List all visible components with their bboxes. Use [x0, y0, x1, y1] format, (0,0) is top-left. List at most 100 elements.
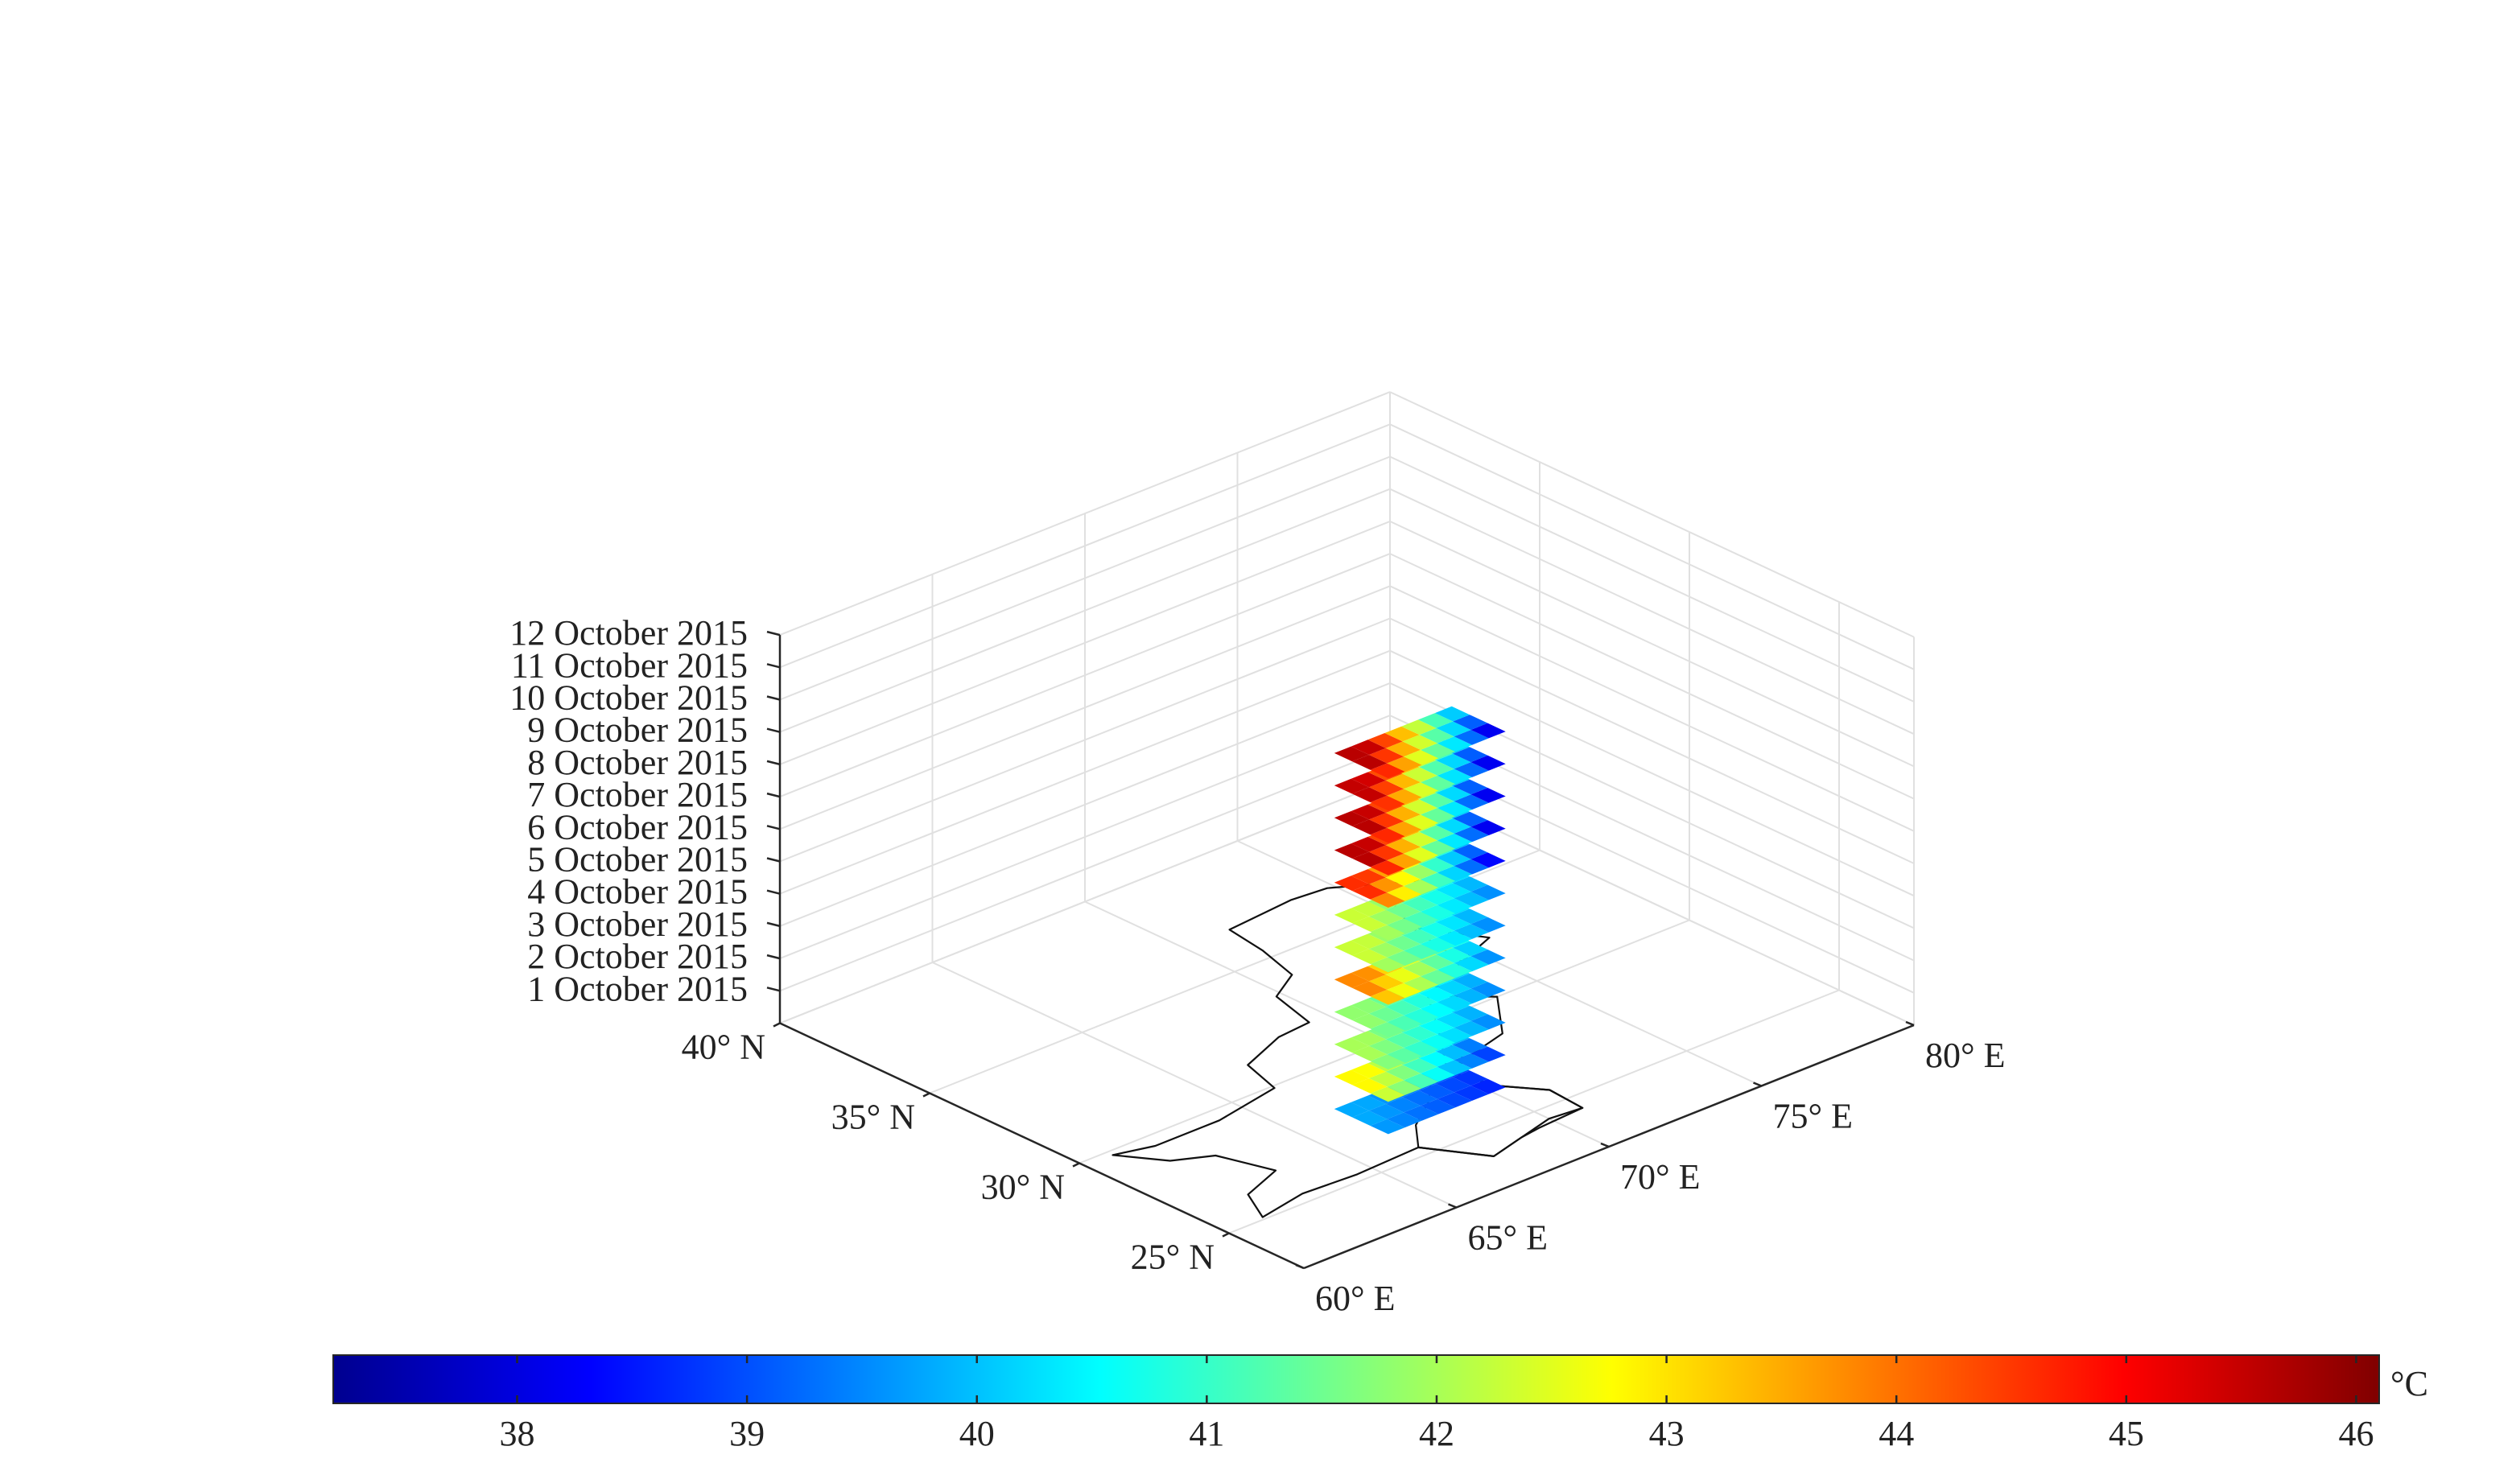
- temperature-cell: [1404, 911, 1439, 927]
- temperature-cell: [1385, 741, 1421, 757]
- temperature-cell: [1453, 1070, 1488, 1086]
- z-tick-mark: [766, 760, 781, 766]
- wall-grid-line: [779, 682, 1391, 927]
- temperature-cell: [1453, 844, 1488, 859]
- temperature-cell: [1454, 956, 1489, 972]
- temperature-cell: [1454, 892, 1489, 907]
- wall-grid-line: [1389, 585, 1915, 832]
- z-tick-mark: [766, 921, 781, 928]
- temperature-cell: [1470, 1014, 1506, 1030]
- z-tick-label: 11 October 2015: [511, 645, 748, 685]
- temperature-cell: [1404, 976, 1439, 991]
- temperature-cell: [1404, 879, 1439, 895]
- y-tick-mark: [1222, 1232, 1230, 1238]
- temperature-cell: [1370, 860, 1405, 876]
- temperature-cell: [1470, 1046, 1506, 1062]
- floor-grid-line: [1228, 989, 1840, 1234]
- temperature-cell: [1334, 1069, 1369, 1086]
- x-tick-label: 70° E: [1620, 1157, 1700, 1197]
- temperature-cell: [1436, 753, 1471, 769]
- temperature-slices: [1334, 706, 1506, 1135]
- temperature-cell: [1402, 993, 1437, 1009]
- temperature-slice-day-2: [1334, 1029, 1506, 1102]
- temperature-cell: [1437, 930, 1472, 946]
- floor-grid-line: [932, 962, 1457, 1209]
- temperature-cell: [1402, 929, 1437, 945]
- temperature-cell: [1369, 941, 1404, 958]
- temperature-cell: [1421, 904, 1456, 921]
- wall-grid-line: [1389, 423, 1915, 670]
- temperature-cell: [1387, 756, 1422, 772]
- temperature-cell: [1369, 1071, 1404, 1087]
- temperature-cell: [1470, 852, 1506, 868]
- temperature-cell: [1436, 947, 1471, 963]
- temperature-cell: [1385, 1032, 1421, 1048]
- temperature-slice-day-11: [1334, 739, 1506, 811]
- temperature-cell: [1370, 892, 1405, 908]
- temperature-cell: [1453, 908, 1488, 925]
- temperature-cell: [1419, 922, 1454, 937]
- y-axis-line: [779, 1022, 1305, 1270]
- z-tick-label: 5 October 2015: [527, 840, 748, 880]
- z-tick-label: 7 October 2015: [527, 775, 748, 814]
- z-tick-mark: [766, 630, 781, 637]
- temperature-cell: [1334, 778, 1369, 794]
- axis-layer: [766, 630, 1915, 1270]
- temperature-cell: [1402, 961, 1437, 977]
- temperature-cell: [1419, 825, 1454, 841]
- temperature-cell: [1453, 811, 1488, 827]
- wall-grid-line: [1389, 649, 1915, 897]
- colorbar-tick-label: 43: [1649, 1414, 1685, 1453]
- temperature-cell: [1352, 819, 1388, 835]
- colorbar: 38 39 40 41 42 43 44 45 46 °C: [332, 1354, 2428, 1453]
- temperature-cell: [1404, 1040, 1439, 1057]
- temperature-cell: [1437, 833, 1472, 849]
- temperature-cell: [1470, 755, 1506, 771]
- z-tick-mark: [766, 987, 781, 992]
- temperature-slice-day-12: [1334, 706, 1506, 779]
- temperature-cell: [1437, 898, 1472, 913]
- wall-grid-line: [779, 391, 1391, 637]
- temperature-cell: [1370, 763, 1405, 779]
- temperature-cell: [1334, 843, 1369, 859]
- temperature-cell: [1369, 1007, 1404, 1023]
- x-tick-mark: [1753, 1082, 1762, 1087]
- temperature-cell: [1436, 785, 1471, 801]
- temperature-cell: [1436, 883, 1471, 899]
- temperature-cell: [1437, 736, 1472, 752]
- temperature-cell: [1454, 730, 1489, 745]
- wall-grid-line: [779, 585, 1391, 830]
- temperature-cell: [1370, 1119, 1405, 1135]
- temperature-cell: [1387, 1112, 1422, 1128]
- temperature-cell: [1453, 1038, 1488, 1053]
- temperature-cell: [1385, 773, 1421, 789]
- temperature-cell: [1334, 1102, 1369, 1118]
- temperature-cell: [1402, 896, 1437, 912]
- temperature-cell: [1367, 733, 1403, 748]
- temperature-cell: [1370, 925, 1405, 941]
- temperature-cell: [1404, 1106, 1439, 1121]
- temperature-cell: [1404, 847, 1439, 863]
- y-tick-mark: [1072, 1162, 1080, 1168]
- temperature-cell: [1454, 988, 1489, 1004]
- temperature-cell: [1402, 799, 1437, 815]
- colorbar-tick-label: 39: [729, 1414, 765, 1453]
- temperature-cell: [1419, 1019, 1454, 1035]
- temperature-cell: [1385, 1097, 1421, 1113]
- z-tick-mark: [766, 663, 781, 669]
- temperature-cell: [1369, 877, 1404, 893]
- temperature-cell: [1385, 967, 1421, 983]
- temperature-cell: [1419, 857, 1454, 873]
- wall-grid-line: [779, 455, 1391, 701]
- temperature-cell: [1387, 950, 1422, 966]
- temperature-cell: [1385, 1000, 1421, 1016]
- colorbar-tick-label: 42: [1419, 1414, 1454, 1453]
- temperature-cell: [1436, 1077, 1471, 1093]
- wall-grid-line: [779, 520, 1391, 765]
- temperature-cell: [1351, 998, 1386, 1014]
- temperature-cell: [1404, 814, 1439, 830]
- temperature-cell: [1419, 1084, 1454, 1099]
- temperature-cell: [1421, 808, 1456, 823]
- temperature-cell: [1436, 915, 1471, 931]
